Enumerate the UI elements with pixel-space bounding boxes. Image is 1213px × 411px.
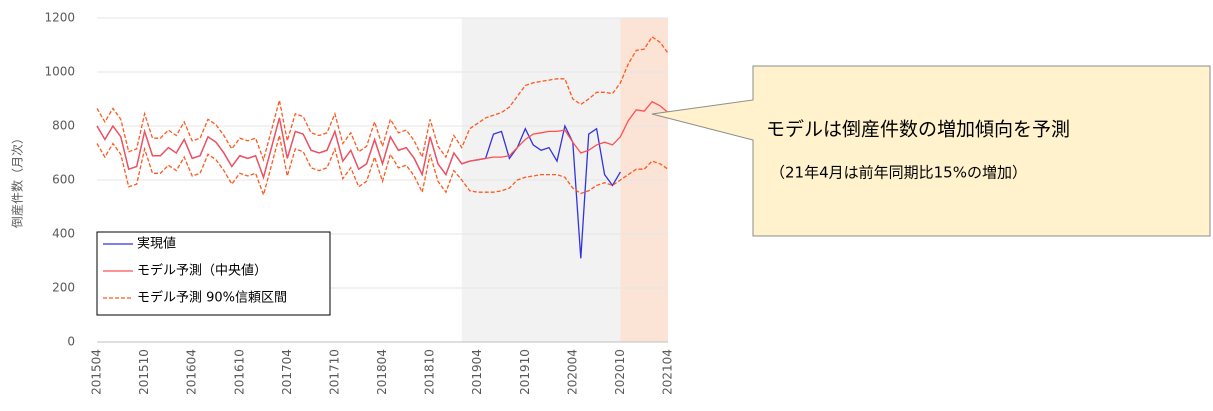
x-tick-label: 202104 xyxy=(661,349,675,395)
y-tick-label: 800 xyxy=(52,119,75,133)
x-tick-label: 201704 xyxy=(280,349,294,395)
x-tick-label: 201810 xyxy=(423,349,437,395)
x-tick-label: 201904 xyxy=(470,349,484,395)
y-tick-label: 600 xyxy=(52,173,75,187)
y-tick-label: 1000 xyxy=(44,65,75,79)
y-tick-label: 1200 xyxy=(44,11,75,25)
y-tick-label: 200 xyxy=(52,281,75,295)
x-tick-label: 201710 xyxy=(327,349,341,395)
x-tick-label: 201604 xyxy=(185,349,199,395)
series-line xyxy=(96,100,669,180)
callout: モデルは倒産件数の増加傾向を予測 （21年4月は前年同期比15%の増加） xyxy=(651,65,1211,237)
y-tick-label: 400 xyxy=(52,227,75,241)
legend-label: 実現値 xyxy=(137,236,176,252)
series-line-lower xyxy=(96,135,669,197)
callout-text: （21年4月は前年同期比15%の増加） xyxy=(770,164,1027,182)
callout-title: モデルは倒産件数の増加傾向を予測 xyxy=(766,119,1070,141)
x-tick-label: 202010 xyxy=(613,349,627,395)
x-tick-label: 201804 xyxy=(375,349,389,395)
x-tick-label: 201610 xyxy=(232,349,246,395)
y-tick-label: 0 xyxy=(67,335,75,349)
x-tick-label: 202004 xyxy=(565,349,579,395)
x-tick-label: 201504 xyxy=(90,349,104,395)
x-tick-label: 201510 xyxy=(137,349,151,395)
series-line xyxy=(96,35,669,162)
legend-label: モデル予測 90%信頼区間 xyxy=(137,290,287,306)
callout-box xyxy=(651,65,1211,237)
legend-label: モデル予測（中央値） xyxy=(137,263,267,279)
x-tick-label: 201910 xyxy=(518,349,532,395)
y-axis-label: 倒産件数（月次） xyxy=(10,132,25,228)
legend-box xyxy=(96,231,331,316)
